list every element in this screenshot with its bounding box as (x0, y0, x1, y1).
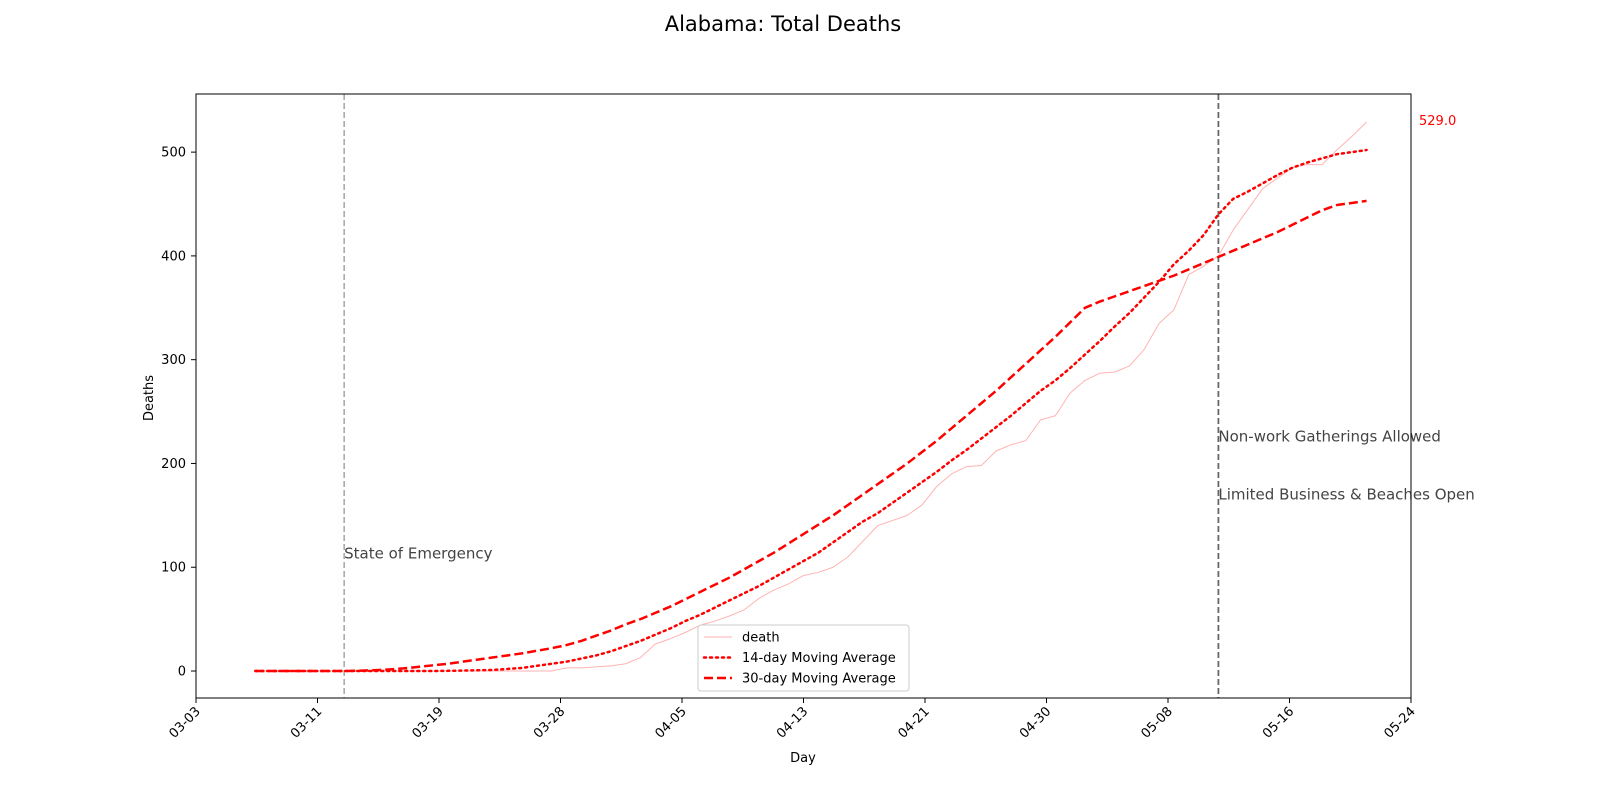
plot-area: State of Emergency Non-work Gatherings Al… (254, 94, 1475, 698)
legend-box (697, 624, 910, 692)
chart-title: Alabama: Total Deaths (665, 12, 902, 36)
x-tick-label: 05-16 (1260, 704, 1297, 741)
y-tick-label: 500 (161, 146, 186, 161)
x-tick-label: 03-28 (531, 704, 568, 741)
legend-label: 30-day Moving Average (742, 672, 896, 687)
legend: death 14-day Moving Average 30-day Moving … (697, 624, 910, 692)
last-value-label: 529.0 (1419, 114, 1456, 129)
series-line (254, 148, 1368, 673)
x-tick-label: 05-24 (1382, 704, 1419, 741)
event-annotation: State of Emergency (344, 545, 492, 563)
event-annotation: Non-work Gatherings Allowed (1218, 427, 1441, 445)
legend-label: 14-day Moving Average (742, 651, 896, 666)
x-tick-label: 04-13 (774, 704, 811, 741)
y-tick-label: 100 (161, 561, 186, 576)
legend-label: death (742, 631, 780, 646)
y-tick-label: 200 (161, 457, 186, 472)
y-axis-label: Deaths (142, 375, 157, 421)
series-line (255, 199, 1367, 673)
x-tick-label: 03-19 (410, 704, 447, 741)
x-tick-label: 04-05 (653, 704, 690, 741)
x-tick-label: 04-21 (896, 704, 933, 741)
x-axis-label: Day (790, 751, 816, 766)
series-line (255, 121, 1367, 672)
x-axis: 03-03 03-11 03-19 03-28 04-05 04-13 04-21 04-30… (167, 698, 1419, 742)
y-tick-label: 0 (178, 665, 186, 680)
event-annotation: Limited Business & Beaches Open (1218, 486, 1474, 504)
x-tick-label: 03-11 (288, 704, 325, 741)
plot-frame (195, 93, 1412, 699)
x-tick-label: 05-08 (1139, 704, 1176, 741)
x-tick-label: 04-30 (1017, 704, 1054, 741)
y-axis: 0 100 200 300 400 500 (161, 146, 196, 680)
y-tick-label: 400 (161, 249, 186, 264)
y-tick-label: 300 (161, 353, 186, 368)
x-tick-label: 03-03 (167, 704, 204, 741)
